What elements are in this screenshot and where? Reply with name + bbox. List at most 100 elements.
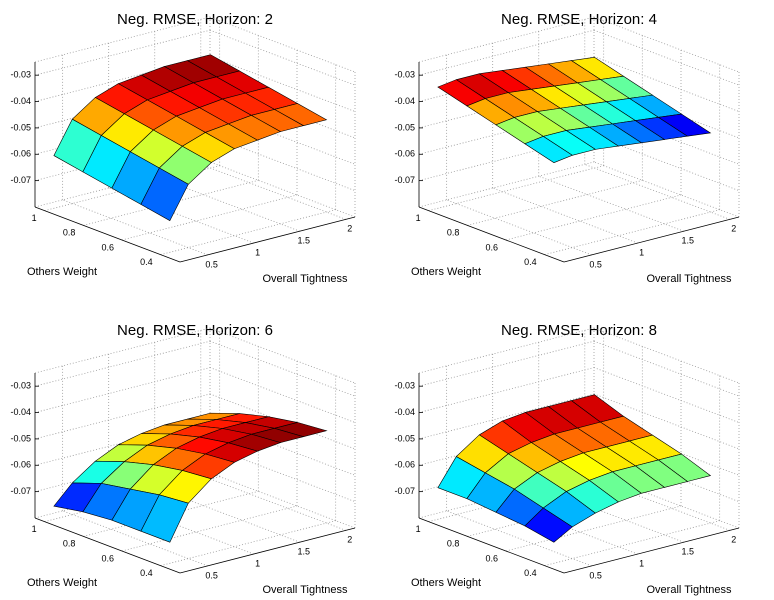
x-axis (179, 527, 356, 574)
y-tick-label: 1 (32, 524, 37, 534)
grid-line (593, 419, 740, 476)
box-edge (209, 472, 356, 529)
z-tick-label: -0.04 (10, 407, 31, 417)
surface-patch (524, 136, 573, 163)
z-tick-label: -0.03 (394, 70, 415, 80)
grid-line (593, 56, 740, 112)
x-axis-label: Overall Tightness (647, 273, 732, 285)
y-tick-label: 0.8 (447, 228, 460, 238)
y-tick-label: 0.4 (140, 257, 153, 267)
y-tick-label: 1 (32, 213, 37, 223)
grid-line (34, 340, 211, 387)
x-tick-label: 1 (255, 247, 260, 257)
grid-line (593, 82, 740, 139)
grid-line (593, 340, 740, 397)
box-edge (418, 327, 595, 374)
z-tick-label: -0.04 (394, 96, 415, 106)
grid-line (209, 419, 356, 476)
x-tick-label: 2 (347, 535, 352, 545)
y-tick-label: 0.8 (63, 539, 76, 549)
grid-line (209, 446, 356, 503)
x-tick-label: 2 (347, 224, 352, 234)
x-tick-label: 0.5 (205, 259, 218, 269)
z-tick-label: -0.07 (10, 486, 31, 496)
grid-line (160, 520, 336, 567)
z-tick-label: -0.04 (394, 407, 415, 417)
box-edge (34, 327, 211, 374)
grid-line (34, 393, 211, 440)
grid-line (418, 393, 595, 440)
x-tick-label: 1 (639, 247, 644, 257)
x-tick-label: 1 (639, 558, 644, 568)
grid-line (505, 194, 682, 241)
box-edge (593, 161, 740, 218)
grid-line (418, 340, 595, 387)
grid-line (467, 179, 643, 226)
x-tick-label: 0.5 (205, 570, 218, 580)
box-edge (209, 161, 356, 218)
grid-line (209, 367, 356, 423)
y-tick-label: 0.4 (524, 257, 537, 267)
y-tick-label: 0.8 (447, 539, 460, 549)
y-tick-label: 0.4 (140, 568, 153, 578)
box-edge (593, 16, 740, 73)
grid-line (593, 393, 740, 450)
grid-line (209, 135, 356, 192)
z-tick-label: -0.05 (10, 122, 31, 132)
x-axis (563, 216, 740, 263)
z-tick-label: -0.06 (394, 460, 415, 470)
grid-line (34, 367, 211, 413)
y-tick-label: 0.6 (101, 242, 114, 252)
z-tick-label: -0.06 (10, 460, 31, 470)
box-edge (209, 16, 356, 73)
z-tick-label: -0.03 (10, 381, 31, 391)
grid-line (505, 505, 682, 552)
grid-line (492, 187, 638, 244)
y-tick-label: 0.6 (485, 553, 498, 563)
box-edge (593, 327, 740, 384)
x-tick-label: 0.5 (589, 570, 602, 580)
grid-line (200, 163, 346, 220)
grid-line (121, 194, 298, 241)
z-tick-label: -0.07 (394, 175, 415, 185)
box-edge (418, 161, 595, 208)
grid-line (209, 82, 356, 139)
z-tick-label: -0.06 (394, 149, 415, 159)
z-tick-label: -0.06 (10, 149, 31, 159)
y-axis (418, 206, 565, 263)
y-tick-label: 0.4 (524, 568, 537, 578)
y-tick-label: 0.8 (63, 228, 76, 238)
grid-line (418, 29, 595, 76)
grid-line (593, 367, 740, 423)
x-tick-label: 2 (731, 224, 736, 234)
grid-line (593, 108, 740, 165)
box-edge (418, 16, 595, 63)
x-axis-label: Overall Tightness (263, 273, 348, 285)
grid-line (418, 367, 595, 413)
z-tick-label: -0.07 (10, 175, 31, 185)
grid-line (209, 340, 356, 397)
grid-line (593, 446, 740, 503)
x-axis (179, 216, 356, 263)
grid-line (593, 135, 740, 192)
x-tick-label: 1 (255, 558, 260, 568)
chart-title: Neg. RMSE, Horizon: 2 (117, 11, 273, 28)
grid-line (209, 393, 356, 450)
box-edge (34, 16, 211, 63)
z-tick-label: -0.03 (394, 381, 415, 391)
x-tick-label: 2 (731, 535, 736, 545)
y-axis-label: Others Weight (27, 577, 97, 589)
x-tick-label: 1.5 (297, 236, 310, 246)
z-tick-label: -0.05 (394, 433, 415, 443)
z-tick-label: -0.05 (10, 433, 31, 443)
grid-line (593, 29, 740, 86)
grid-line (538, 175, 684, 232)
surface-patch (524, 507, 573, 543)
y-axis (34, 517, 181, 574)
chart-title: Neg. RMSE, Horizon: 4 (501, 11, 657, 28)
x-axis-label: Overall Tightness (647, 584, 732, 596)
y-axis-label: Others Weight (27, 266, 97, 278)
grid-line (62, 199, 208, 256)
grid-line (209, 56, 356, 112)
grid-line (160, 209, 336, 256)
